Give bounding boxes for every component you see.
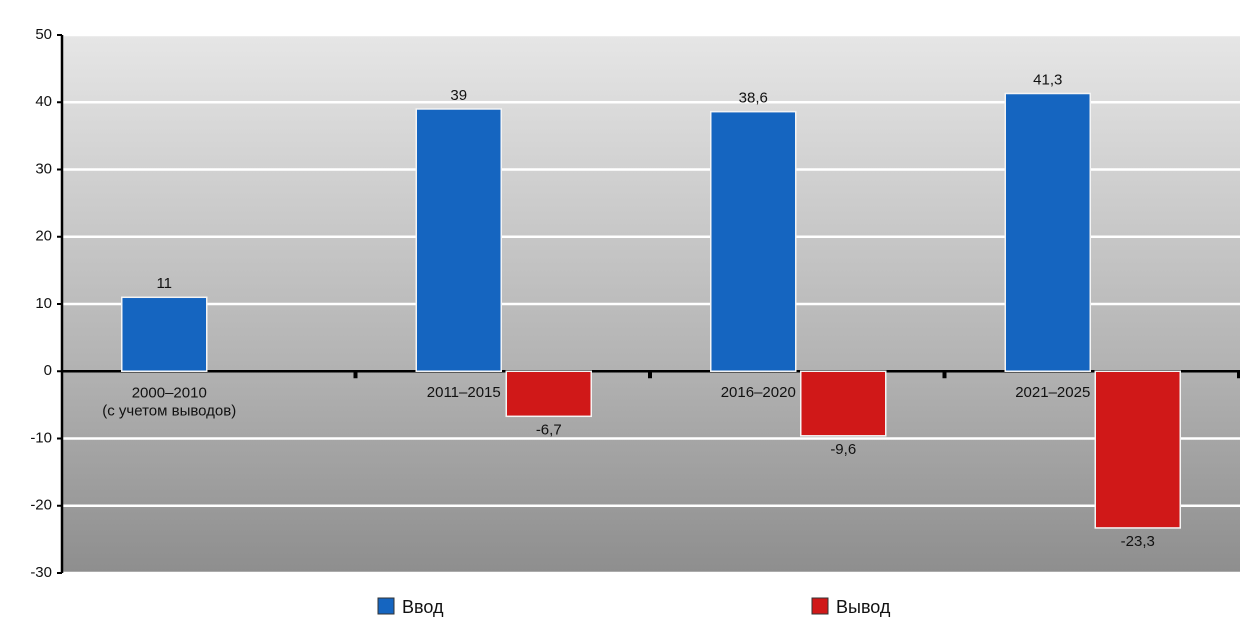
y-tick-label: 50 xyxy=(35,26,52,43)
bar xyxy=(505,370,592,418)
bar xyxy=(710,110,797,372)
y-tick-label: 0 xyxy=(44,362,52,379)
x-tick-label: 2021–2025 xyxy=(1015,384,1090,401)
data-label: -9,6 xyxy=(830,441,856,458)
x-tick xyxy=(648,371,652,379)
x-tick-label: 2016–2020 xyxy=(721,384,796,401)
bar xyxy=(1094,370,1181,529)
bar xyxy=(800,370,887,437)
x-tick xyxy=(353,371,358,379)
legend-label: Вывод xyxy=(836,597,891,617)
legend-label: Ввод xyxy=(402,597,444,617)
y-tick-label: -10 xyxy=(30,429,52,446)
x-tick xyxy=(1237,371,1240,379)
data-label: 38,6 xyxy=(739,90,768,107)
x-tick-label: 2011–2015 xyxy=(427,384,501,401)
bar xyxy=(121,296,208,372)
x-tick xyxy=(942,371,947,379)
y-tick-label: 20 xyxy=(35,228,52,245)
legend-swatch xyxy=(377,597,395,615)
data-label: -23,3 xyxy=(1121,533,1155,550)
bar xyxy=(415,108,502,372)
y-tick-label: 30 xyxy=(35,160,52,177)
data-label: -6,7 xyxy=(536,421,562,438)
bar xyxy=(1004,92,1091,372)
y-tick-label: -20 xyxy=(30,497,52,514)
data-label: 39 xyxy=(450,87,467,104)
data-label: 41,3 xyxy=(1033,71,1062,88)
data-label: 11 xyxy=(156,275,172,292)
y-tick-label: 40 xyxy=(35,93,52,110)
x-tick-label: 2000–2010 (с учетом выводов) xyxy=(102,384,236,419)
legend-swatch xyxy=(811,597,829,615)
y-tick-label: -30 xyxy=(30,564,52,581)
y-tick-label: 10 xyxy=(35,295,52,312)
